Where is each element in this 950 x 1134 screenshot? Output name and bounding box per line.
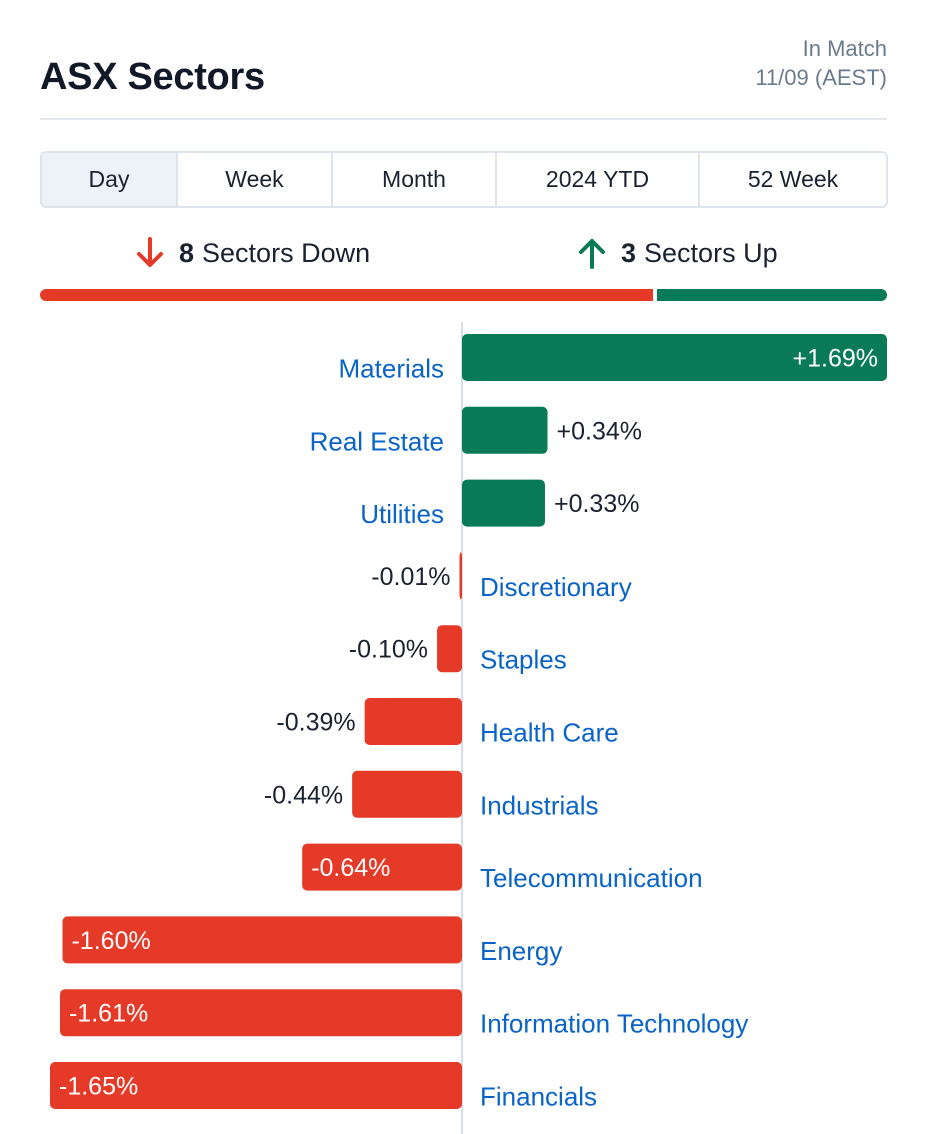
sector-link-utilities[interactable]: Utilities (360, 499, 444, 529)
sector-performance-chart: +1.69% Materials +0.34% Real Estate +0.33% Ut… (50, 322, 887, 1134)
value-label-energy: -1.60% (71, 927, 150, 955)
tab-month[interactable]: Month (333, 153, 497, 206)
bar-utilities (462, 479, 545, 527)
header: ASX Sectors In Match 11/09 (AEST) (40, 30, 887, 120)
bar-staples (437, 625, 462, 673)
value-label-information-technology: -1.61% (69, 1000, 148, 1028)
sectors-up-count: 3 (621, 237, 637, 268)
bar-health-care (364, 698, 462, 745)
bar-materials (462, 334, 887, 381)
sector-link-industrials[interactable]: Industrials (480, 790, 599, 820)
bar-telecommunication (302, 843, 462, 891)
period-tabs: Day Week Month 2024 YTD 52 Week (40, 151, 888, 208)
bar-information-technology (59, 989, 462, 1037)
tab-week[interactable]: Week (178, 153, 333, 206)
sector-link-staples[interactable]: Staples (480, 645, 567, 675)
bar-real-estate (462, 406, 548, 454)
arrow-down-icon (137, 237, 163, 267)
bar-industrials (352, 770, 462, 818)
sector-link-telecommunication[interactable]: Telecommunication (480, 863, 703, 893)
value-label-health-care: -0.39% (276, 709, 355, 737)
page-title: ASX Sectors (40, 56, 265, 98)
value-label-industrials: -0.44% (264, 781, 343, 809)
bar-financials (50, 1062, 462, 1109)
sector-link-energy[interactable]: Energy (480, 936, 562, 966)
sector-link-discretionary[interactable]: Discretionary (480, 572, 632, 602)
bar-energy (62, 916, 462, 964)
sector-link-real-estate[interactable]: Real Estate (310, 426, 444, 456)
value-label-financials: -1.65% (59, 1073, 138, 1101)
sectors-up-label: Sectors Up (644, 237, 778, 268)
market-status: In Match 11/09 (AEST) (755, 34, 887, 92)
value-label-staples: -0.10% (349, 636, 428, 664)
arrow-up-icon (579, 239, 605, 269)
value-label-utilities: +0.33% (554, 490, 640, 518)
sectors-down-label: Sectors Down (202, 237, 371, 268)
status-date: 11/09 (AEST) (755, 65, 887, 90)
tab-day[interactable]: Day (42, 153, 178, 206)
tab-2024-ytd[interactable]: 2024 YTD (497, 153, 700, 206)
tab-52-week[interactable]: 52 Week (747, 166, 839, 192)
sector-link-financials[interactable]: Financials (480, 1082, 597, 1112)
sectors-up-bar (657, 289, 887, 301)
value-label-telecommunication: -0.64% (311, 854, 390, 882)
value-label-real-estate: +0.34% (557, 417, 643, 445)
sector-link-health-care[interactable]: Health Care (480, 718, 619, 748)
value-label-materials: +1.69% (793, 345, 879, 373)
sector-link-materials[interactable]: Materials (339, 354, 444, 384)
sectors-down-bar (40, 289, 653, 301)
sector-link-information-technology[interactable]: Information Technology (480, 1009, 748, 1039)
status-text: In Match (802, 36, 887, 61)
sectors-up-summary: 3 Sectors Up (577, 236, 778, 270)
sectors-down-summary: 8 Sectors Down (135, 236, 370, 270)
value-label-discretionary: -0.01% (371, 563, 450, 591)
sectors-down-count: 8 (179, 237, 195, 268)
bar-discretionary (459, 552, 462, 600)
